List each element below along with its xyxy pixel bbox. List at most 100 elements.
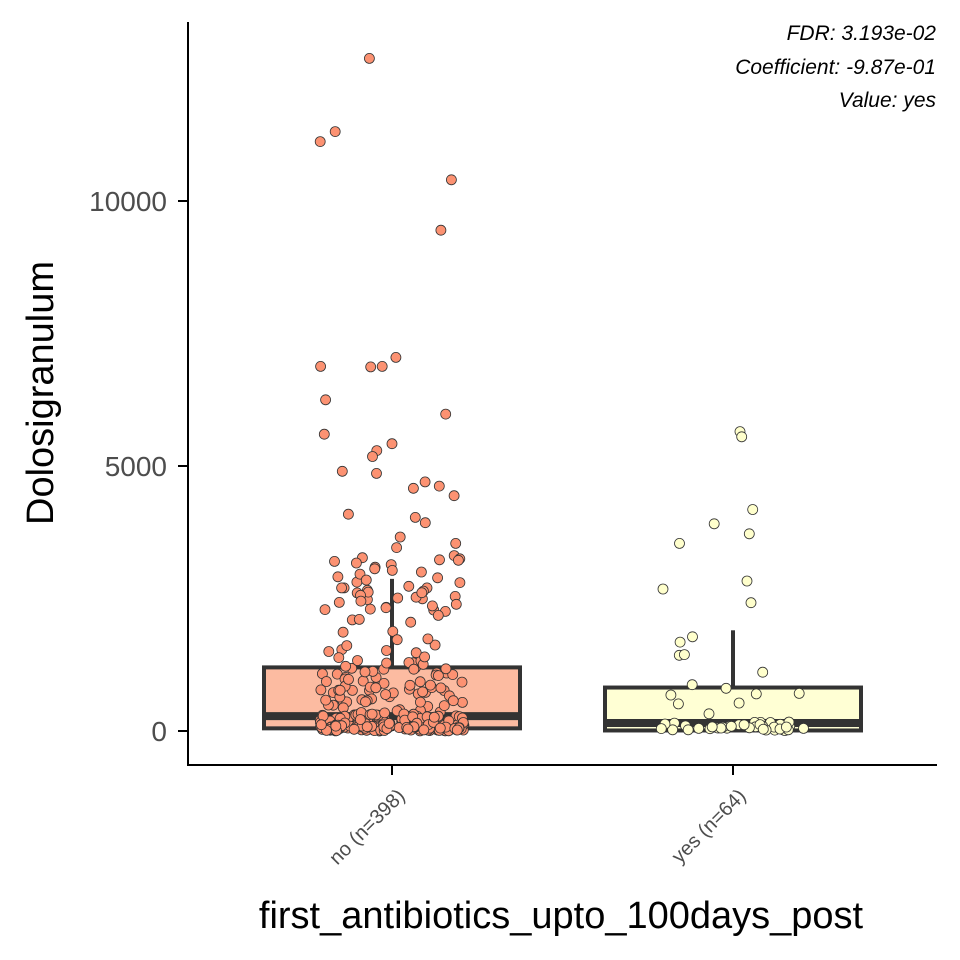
data-point [757, 723, 769, 735]
data-point [380, 602, 392, 614]
data-point [320, 394, 332, 406]
data-point [352, 655, 363, 666]
data-point [708, 518, 720, 530]
data-point [405, 616, 417, 628]
data-point [448, 490, 460, 502]
data-point [407, 482, 419, 494]
data-point [450, 538, 462, 549]
data-point [363, 53, 375, 64]
data-point [738, 719, 750, 731]
data-point [432, 670, 444, 681]
data-point [370, 682, 382, 694]
data-point [673, 698, 684, 710]
annotation-fdr: FDR: 3.193e-02 [787, 22, 937, 45]
data-point [329, 556, 340, 567]
data-point [781, 721, 792, 733]
data-point [428, 711, 440, 723]
data-point [390, 351, 402, 363]
data-point [419, 476, 431, 488]
data-point [315, 684, 327, 696]
data-point [318, 428, 330, 440]
data-point [679, 649, 690, 660]
annotation-coefficient: Coefficient: -9.87e-01 [735, 56, 936, 79]
axes: 0 5000 10000 no (n=398) yes (n=64) [89, 22, 937, 869]
data-point [440, 408, 452, 420]
data-point [432, 610, 444, 621]
data-point [674, 538, 685, 549]
data-point [745, 597, 757, 609]
data-point [402, 723, 414, 735]
data-point [422, 633, 434, 645]
data-point [315, 719, 327, 731]
data-point [320, 676, 332, 687]
x-ticks: no (n=398) yes (n=64) [325, 765, 751, 869]
data-point [365, 361, 377, 373]
data-point [353, 614, 365, 625]
data-point [655, 723, 667, 734]
data-point [798, 723, 809, 734]
data-point [429, 639, 441, 651]
x-axis-title: first_antibiotics_upto_100days_post [259, 895, 864, 937]
data-point [438, 700, 450, 711]
data-point [364, 603, 376, 615]
y-tick-label: 5000 [105, 451, 167, 482]
data-point [665, 689, 677, 701]
data-point [445, 174, 457, 186]
data-point [417, 686, 429, 698]
data-point [404, 679, 416, 691]
data-point [757, 666, 769, 678]
data-point [392, 592, 404, 604]
data-point [359, 666, 371, 678]
data-point [715, 722, 727, 734]
y-axis-title: Dolosigranulum [20, 261, 62, 525]
data-point [387, 626, 399, 637]
data-point [379, 707, 391, 719]
data-point [319, 604, 331, 615]
data-point [720, 682, 732, 694]
data-point [360, 696, 371, 708]
data-point [332, 571, 344, 583]
data-point [743, 528, 755, 540]
data-point [440, 663, 452, 675]
data-point [403, 580, 415, 592]
data-point [793, 688, 805, 699]
data-point [366, 708, 378, 720]
plot-marks [262, 53, 863, 737]
data-point [350, 557, 362, 569]
data-point [447, 669, 459, 680]
annotation-value: Value: yes [839, 89, 937, 112]
data-point [360, 574, 372, 586]
data-point [348, 723, 360, 735]
data-point [367, 451, 378, 462]
data-point [376, 360, 388, 372]
data-point [330, 720, 342, 732]
data-point [410, 647, 422, 659]
data-point [419, 517, 431, 529]
data-point [447, 695, 459, 707]
data-point [657, 583, 669, 595]
data-point [369, 563, 381, 575]
data-point [380, 689, 392, 700]
data-point [342, 508, 354, 520]
data-point [674, 636, 686, 648]
data-point [452, 554, 464, 566]
data-point [736, 431, 748, 443]
data-point [456, 676, 468, 688]
data-point [456, 697, 468, 708]
data-point [371, 467, 382, 479]
data-point [329, 126, 341, 138]
data-point [336, 582, 348, 594]
data-point [343, 674, 354, 685]
data-point [355, 595, 367, 607]
data-point [435, 682, 447, 694]
data-point [747, 504, 759, 515]
data-point [433, 480, 445, 492]
data-point [693, 723, 705, 734]
data-point [450, 598, 462, 610]
data-point [340, 660, 352, 672]
data-point [386, 565, 398, 576]
y-tick-label: 10000 [89, 186, 167, 217]
data-point [733, 697, 745, 709]
x-tick-label: no (n=398) [325, 785, 409, 869]
